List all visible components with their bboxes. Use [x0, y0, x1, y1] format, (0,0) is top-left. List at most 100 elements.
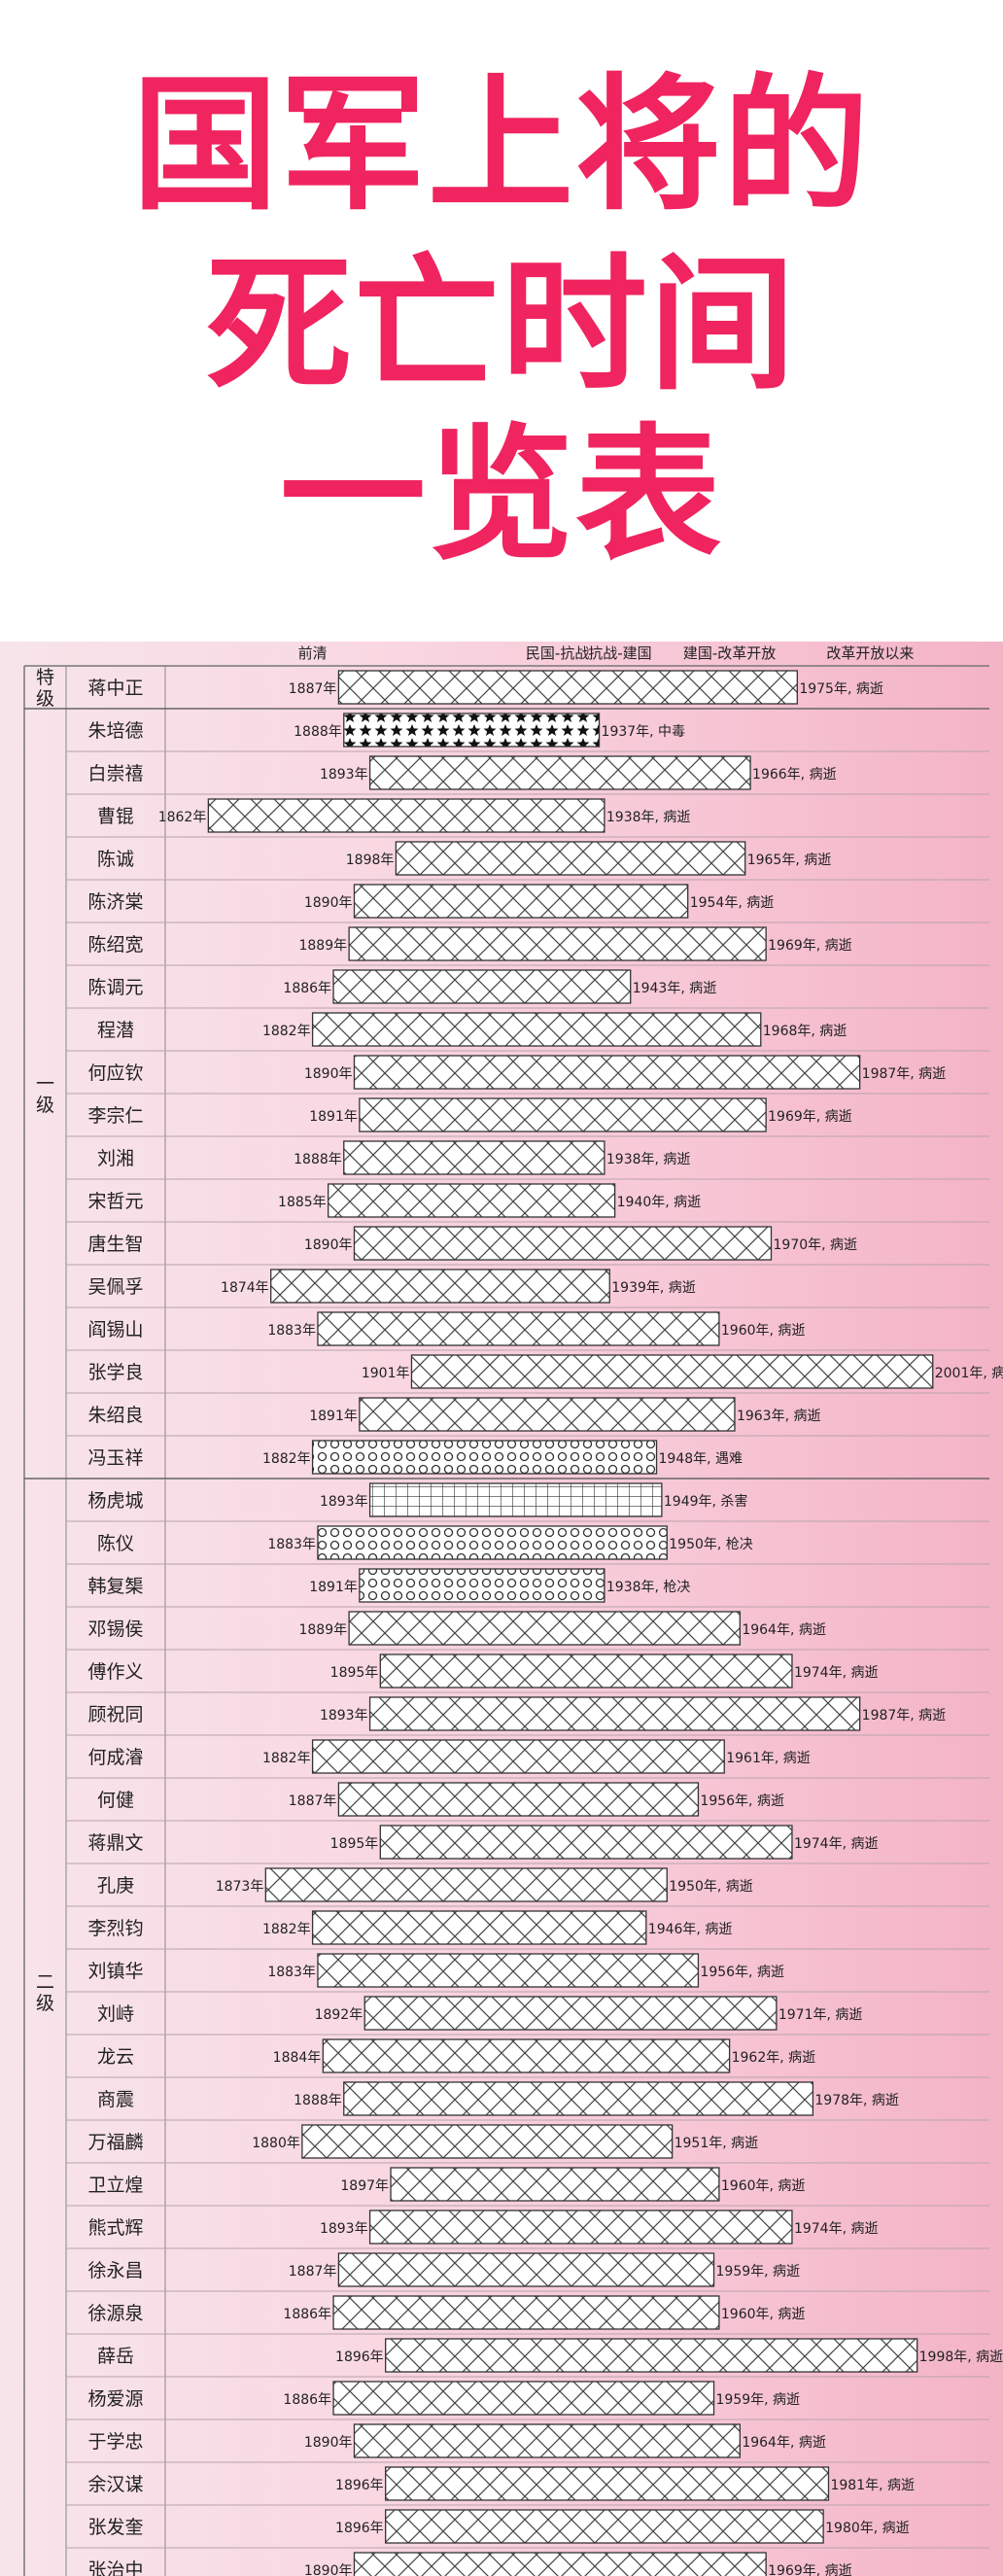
lifespan-bar	[353, 1226, 773, 1261]
lifespan-bar	[311, 1910, 647, 1945]
birth-year-label: 1882年	[262, 1024, 311, 1039]
lifespan-bar	[311, 1012, 762, 1047]
birth-year-label: 1896年	[335, 2521, 384, 2536]
lifespan-bar	[207, 798, 605, 833]
lifespan-bar	[368, 1696, 861, 1731]
death-note-label: 1965年, 病逝	[747, 853, 832, 868]
group-label: 二	[36, 1971, 54, 1993]
general-name: 宋哲元	[87, 1191, 143, 1212]
birth-year-label: 1893年	[320, 767, 368, 783]
general-name: 商震	[97, 2089, 134, 2110]
birth-year-label: 1886年	[283, 2392, 331, 2408]
birth-year-label: 1893年	[320, 2221, 368, 2237]
group-label: 一	[36, 1073, 54, 1095]
death-note-label: 1970年, 病逝	[774, 1237, 858, 1253]
birth-year-label: 1890年	[304, 2435, 353, 2451]
lifespan-bar	[332, 2381, 715, 2416]
death-note-label: 1940年, 病逝	[617, 1195, 702, 1210]
birth-year-label: 1901年	[362, 1366, 410, 1381]
general-name: 刘峙	[97, 2003, 134, 2025]
death-note-label: 1950年, 病逝	[669, 1879, 753, 1895]
death-note-label: 1938年, 病逝	[606, 810, 691, 825]
birth-year-label: 1886年	[283, 2307, 331, 2322]
birth-year-label: 1883年	[267, 1965, 316, 1980]
general-name: 程潜	[97, 1020, 134, 1041]
birth-year-label: 1890年	[304, 1237, 353, 1253]
death-note-label: 2001年, 病逝	[935, 1366, 1003, 1381]
general-name: 邓锡侯	[87, 1619, 143, 1640]
lifespan-bar	[343, 1140, 605, 1175]
death-note-label: 1968年, 病逝	[763, 1024, 847, 1039]
title-banner: 国军上将的 死亡时间 一览表	[0, 0, 1003, 642]
general-name: 朱绍良	[87, 1405, 143, 1426]
general-name: 何成濬	[87, 1747, 143, 1768]
death-note-label: 1948年, 遇难	[659, 1451, 744, 1467]
birth-year-label: 1897年	[340, 2178, 389, 2194]
birth-year-label: 1896年	[335, 2478, 384, 2493]
lifespan-bar	[359, 1097, 767, 1132]
birth-year-label: 1882年	[262, 1922, 311, 1937]
birth-year-label: 1889年	[298, 1622, 347, 1638]
death-note-label: 1937年, 中毒	[602, 724, 686, 740]
general-name: 韩复榘	[87, 1576, 143, 1597]
death-note-label: 1939年, 病逝	[611, 1280, 696, 1296]
lifespan-bar	[337, 1782, 700, 1817]
lifespan-bar	[343, 713, 601, 748]
birth-year-label: 1895年	[330, 1836, 379, 1852]
death-note-label: 1963年, 病逝	[737, 1409, 821, 1424]
death-note-label: 1981年, 病逝	[830, 2478, 915, 2493]
general-name: 徐源泉	[87, 2303, 143, 2324]
lifespan-chart: 前清 民国-抗战 抗战-建国 建国-改革开放 改革开放以来特级一级二级蒋中正 1887年 1…	[0, 642, 1003, 2576]
lifespan-bar	[368, 1482, 663, 1517]
death-note-label: 1980年, 病逝	[825, 2521, 910, 2536]
birth-year-label: 1898年	[346, 853, 395, 868]
birth-year-label: 1888年	[294, 2093, 342, 2108]
birth-year-label: 1895年	[330, 1665, 379, 1681]
birth-year-label: 1883年	[267, 1537, 316, 1552]
birth-year-label: 1889年	[298, 938, 347, 954]
death-note-label: 1954年, 病逝	[690, 895, 775, 911]
death-note-label: 1969年, 病逝	[768, 1109, 852, 1125]
title-line-1: 国军上将的	[131, 61, 871, 230]
death-note-label: 1960年, 病逝	[721, 2307, 806, 2322]
death-note-label: 1938年, 枪决	[606, 1579, 691, 1595]
death-note-label: 1974年, 病逝	[794, 1836, 879, 1852]
death-note-label: 1949年, 杀害	[664, 1494, 748, 1510]
general-name: 余汉谋	[87, 2474, 143, 2495]
lifespan-bar	[359, 1568, 605, 1603]
lifespan-bar	[337, 670, 798, 705]
birth-year-label: 1890年	[304, 2563, 353, 2576]
birth-year-label: 1882年	[262, 1751, 311, 1766]
death-note-label: 1978年, 病逝	[814, 2093, 899, 2108]
group-label: 级	[36, 688, 54, 710]
death-note-label: 1987年, 病逝	[862, 1066, 947, 1082]
general-name: 杨虎城	[87, 1490, 143, 1512]
birth-year-label: 1893年	[320, 1708, 368, 1723]
lifespan-bar	[270, 1269, 610, 1304]
lifespan-bar	[385, 2466, 830, 2501]
lifespan-bar	[317, 1525, 668, 1560]
lifespan-bar	[390, 2167, 720, 2202]
death-note-label: 1987年, 病逝	[862, 1708, 947, 1723]
general-name: 蒋鼎文	[87, 1832, 143, 1854]
birth-year-label: 1886年	[283, 981, 331, 996]
lifespan-bar	[348, 926, 767, 961]
general-name: 刘镇华	[87, 1961, 143, 1982]
general-name: 唐生智	[87, 1234, 143, 1255]
death-note-label: 1998年, 病逝	[919, 2350, 1003, 2365]
era-label: 前清	[298, 644, 328, 662]
general-name: 陈诚	[97, 849, 134, 870]
title-line-3: 一览表	[279, 411, 723, 580]
lifespan-bar	[348, 1611, 741, 1646]
birth-year-label: 1892年	[315, 2007, 363, 2023]
general-name: 陈绍宽	[87, 934, 143, 956]
general-name: 熊式辉	[87, 2217, 143, 2239]
birth-year-label: 1888年	[294, 1152, 342, 1167]
death-note-label: 1959年, 病逝	[716, 2264, 801, 2280]
general-name: 李宗仁	[87, 1105, 143, 1127]
death-note-label: 1960年, 病逝	[721, 1323, 806, 1339]
general-name: 李烈钧	[87, 1918, 143, 1939]
general-name: 曹锟	[97, 806, 134, 827]
general-name: 顾祝同	[87, 1704, 143, 1725]
era-label: 改革开放以来	[826, 644, 914, 662]
